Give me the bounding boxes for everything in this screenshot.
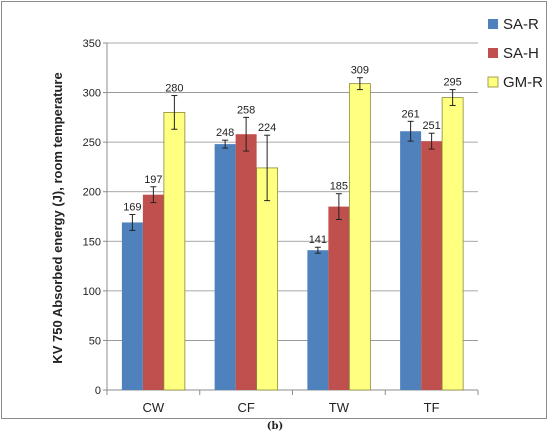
bar-gm-r-cf: [256, 167, 279, 391]
y-tick-label: 350: [83, 38, 101, 50]
data-label: 197: [144, 174, 162, 186]
bar-chart: 0 50 100 150 200 250 300 350 CW CF TW TF 169 248 141 2…: [50, 16, 543, 415]
x-category-label: TF: [424, 400, 440, 415]
legend: SA-R SA-H GM-R: [487, 16, 543, 91]
y-tick-label: 0: [95, 385, 101, 397]
legend-swatch-sa-h: [488, 48, 498, 58]
bar-sa-h-tf: [421, 141, 443, 390]
data-label: 261: [401, 108, 419, 120]
data-label: 280: [165, 83, 183, 95]
bar-gm-r-cw: [163, 112, 186, 391]
legend-swatch-sa-r: [488, 19, 498, 29]
data-label: 224: [258, 122, 276, 134]
data-label: 169: [123, 202, 141, 214]
x-category-label: TW: [329, 400, 350, 415]
data-labels: 169 248 141 261 197 258 185 251 280 224 309 295: [123, 65, 462, 247]
bar-sa-r-tf: [400, 131, 422, 391]
legend-label-gm-r: GM-R: [503, 74, 543, 91]
bar-gm-r-tf: [441, 97, 464, 391]
x-category-label: CW: [143, 400, 165, 415]
data-label: 141: [309, 234, 327, 246]
axes: 0 50 100 150 200 250 300 350 CW CF TW TF: [83, 38, 479, 415]
y-tick-label: 50: [89, 335, 101, 347]
y-tick-label: 100: [83, 286, 101, 298]
y-tick-label: 300: [83, 88, 101, 100]
legend-label-sa-r: SA-R: [503, 16, 539, 33]
data-label: 295: [443, 77, 461, 89]
bar-sa-h-cf: [235, 134, 257, 390]
bar-sa-r-tw: [307, 250, 329, 390]
data-label: 258: [237, 104, 255, 116]
figure-caption: (b): [266, 421, 284, 432]
bar-gm-r-tw: [348, 83, 371, 391]
bar-sa-r-cf: [214, 144, 236, 390]
bar-sa-h-cw: [142, 194, 164, 390]
data-label: 248: [216, 127, 234, 139]
bar-sa-r-cw: [121, 222, 143, 390]
legend-swatch-gm-r: [487, 76, 499, 88]
x-category-label: CF: [237, 400, 254, 415]
y-tick-label: 250: [83, 137, 101, 149]
y-tick-label: 200: [83, 187, 101, 199]
y-axis-title: KV 750 Absorbed energy (J), room tempera…: [50, 72, 65, 363]
data-label: 309: [351, 65, 369, 77]
legend-label-sa-h: SA-H: [503, 45, 539, 62]
data-label: 251: [422, 120, 440, 132]
bar-sa-h-tw: [328, 206, 350, 390]
data-label: 185: [330, 181, 348, 193]
y-tick-label: 150: [83, 236, 101, 248]
bars: [121, 77, 464, 391]
